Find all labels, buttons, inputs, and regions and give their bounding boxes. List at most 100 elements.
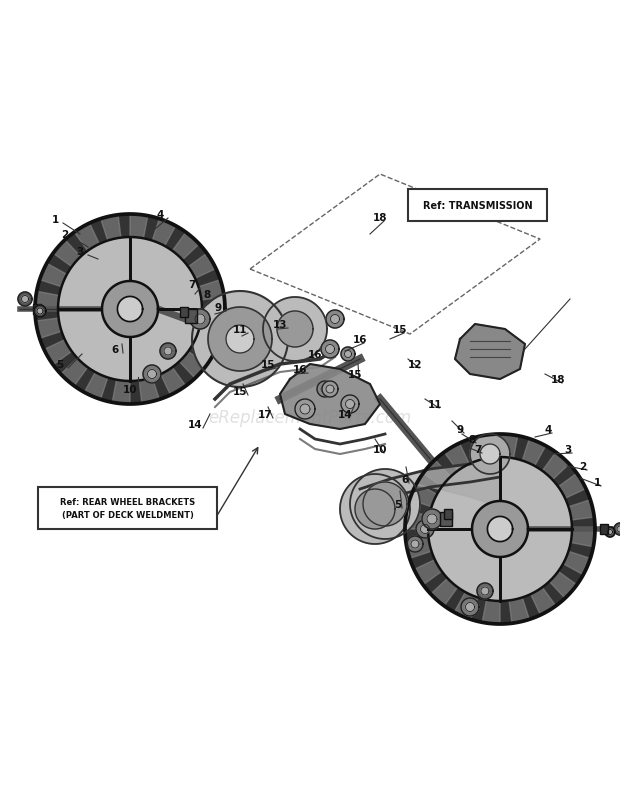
Polygon shape — [188, 254, 216, 279]
Polygon shape — [198, 280, 224, 301]
Polygon shape — [522, 439, 546, 466]
Text: 13: 13 — [273, 320, 287, 330]
Polygon shape — [423, 460, 451, 487]
Bar — [180, 308, 188, 318]
Polygon shape — [471, 435, 491, 461]
Polygon shape — [472, 501, 528, 557]
Text: 2: 2 — [61, 229, 69, 240]
Polygon shape — [300, 404, 310, 415]
Polygon shape — [153, 220, 175, 246]
Text: 4: 4 — [156, 210, 164, 220]
Polygon shape — [100, 216, 121, 241]
Polygon shape — [500, 435, 518, 459]
Polygon shape — [481, 587, 489, 595]
Text: 6: 6 — [401, 475, 409, 484]
Polygon shape — [542, 452, 569, 480]
Polygon shape — [549, 572, 577, 598]
Polygon shape — [22, 296, 29, 303]
Polygon shape — [36, 318, 61, 339]
Polygon shape — [444, 444, 469, 471]
Polygon shape — [461, 598, 479, 616]
Polygon shape — [477, 583, 493, 599]
Text: 1: 1 — [51, 215, 59, 225]
Polygon shape — [482, 600, 500, 624]
Bar — [440, 512, 452, 526]
Polygon shape — [480, 444, 500, 464]
Polygon shape — [431, 578, 458, 606]
Polygon shape — [427, 514, 437, 525]
Polygon shape — [190, 310, 210, 330]
Text: Ref: TRANSMISSION: Ref: TRANSMISSION — [423, 200, 533, 211]
Polygon shape — [164, 347, 172, 355]
Polygon shape — [53, 241, 81, 267]
Polygon shape — [61, 358, 87, 387]
Polygon shape — [172, 233, 199, 261]
Text: 15: 15 — [348, 370, 362, 379]
Text: 17: 17 — [258, 410, 272, 419]
FancyBboxPatch shape — [38, 488, 217, 529]
Polygon shape — [321, 386, 329, 394]
Polygon shape — [509, 597, 529, 623]
Polygon shape — [35, 215, 225, 404]
Polygon shape — [341, 347, 355, 362]
Polygon shape — [407, 537, 423, 553]
Text: 5: 5 — [394, 500, 402, 509]
Text: 5: 5 — [56, 359, 64, 370]
Polygon shape — [345, 351, 352, 358]
Polygon shape — [614, 524, 620, 535]
Polygon shape — [410, 484, 437, 507]
Polygon shape — [326, 345, 335, 354]
Polygon shape — [34, 306, 46, 318]
Bar — [33, 305, 41, 314]
Polygon shape — [192, 292, 288, 387]
Polygon shape — [345, 400, 355, 409]
Polygon shape — [201, 310, 225, 327]
Text: 8: 8 — [203, 290, 211, 300]
Polygon shape — [193, 332, 220, 355]
Polygon shape — [277, 312, 313, 347]
Polygon shape — [411, 541, 419, 549]
Polygon shape — [416, 520, 434, 538]
Polygon shape — [405, 512, 429, 529]
Polygon shape — [466, 603, 474, 612]
Polygon shape — [35, 292, 60, 310]
Bar — [600, 525, 608, 534]
Text: 14: 14 — [338, 410, 352, 419]
Polygon shape — [350, 469, 420, 539]
Text: 9: 9 — [215, 302, 221, 313]
Polygon shape — [37, 309, 43, 314]
Polygon shape — [139, 378, 159, 403]
Text: 9: 9 — [456, 424, 464, 435]
Polygon shape — [428, 457, 572, 602]
Polygon shape — [563, 552, 590, 575]
Text: 10: 10 — [373, 444, 388, 455]
Text: 8: 8 — [468, 435, 476, 444]
Polygon shape — [420, 525, 430, 534]
Polygon shape — [317, 382, 333, 398]
Polygon shape — [58, 237, 202, 382]
Text: 7: 7 — [474, 444, 482, 455]
Text: (PART OF DECK WELDMENT): (PART OF DECK WELDMENT) — [61, 511, 193, 520]
Polygon shape — [263, 298, 327, 362]
Polygon shape — [605, 528, 615, 537]
Polygon shape — [18, 293, 32, 306]
Text: 16: 16 — [353, 334, 367, 345]
Bar — [444, 509, 452, 520]
Text: 18: 18 — [551, 375, 565, 384]
Text: 4: 4 — [544, 424, 552, 435]
Polygon shape — [422, 509, 442, 529]
Polygon shape — [355, 489, 395, 529]
Text: 11: 11 — [428, 399, 442, 410]
Text: 1: 1 — [593, 477, 601, 488]
Polygon shape — [321, 341, 339, 358]
Polygon shape — [405, 538, 432, 559]
Text: 15: 15 — [392, 325, 407, 334]
Polygon shape — [360, 460, 500, 508]
Polygon shape — [414, 560, 442, 585]
Text: 12: 12 — [408, 359, 422, 370]
Polygon shape — [341, 395, 359, 414]
Polygon shape — [148, 370, 156, 379]
Polygon shape — [455, 325, 525, 379]
Polygon shape — [363, 482, 407, 526]
Polygon shape — [405, 435, 595, 624]
